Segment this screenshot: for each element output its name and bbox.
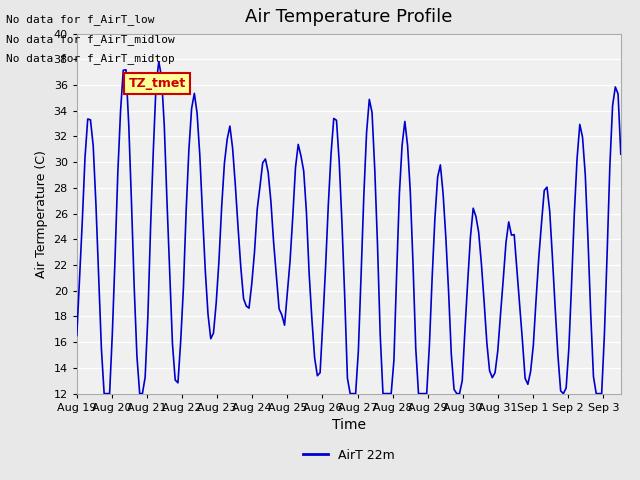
X-axis label: Time: Time — [332, 418, 366, 432]
Text: No data for f_AirT_midtop: No data for f_AirT_midtop — [6, 53, 175, 64]
Text: No data for f_AirT_low: No data for f_AirT_low — [6, 14, 155, 25]
Text: TZ_tmet: TZ_tmet — [129, 77, 186, 90]
Title: Air Temperature Profile: Air Temperature Profile — [245, 9, 452, 26]
Y-axis label: Air Termperature (C): Air Termperature (C) — [35, 150, 48, 277]
Text: No data for f_AirT_midlow: No data for f_AirT_midlow — [6, 34, 175, 45]
Legend: AirT 22m: AirT 22m — [298, 444, 399, 467]
